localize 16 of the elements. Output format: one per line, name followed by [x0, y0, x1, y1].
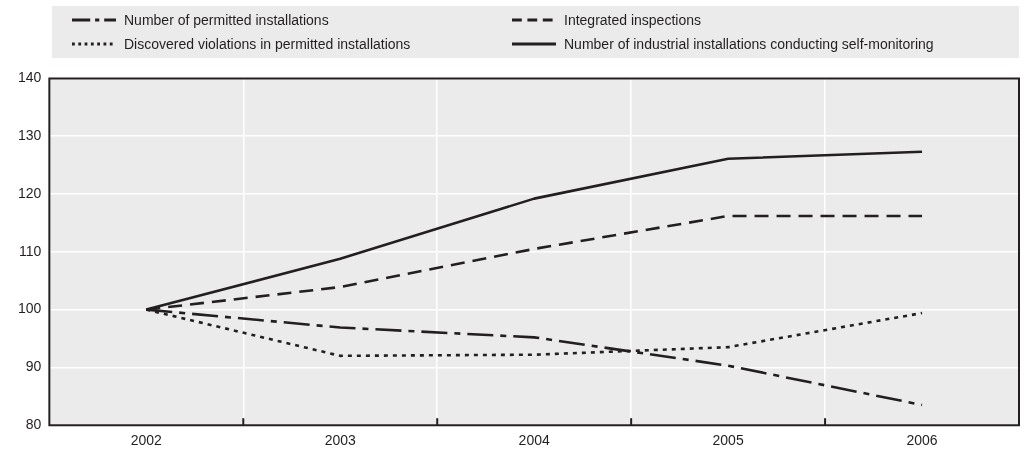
legend-label: Number of permitted installations [124, 12, 329, 28]
x-tick-label: 2006 [906, 432, 938, 449]
x-tick-label: 2004 [518, 432, 550, 449]
legend-label: Integrated inspections [564, 12, 701, 28]
y-tick-label: 110 [19, 242, 42, 259]
x-tick-label: 2005 [712, 432, 744, 449]
x-tick-label: 2003 [324, 432, 357, 449]
y-tick-label: 120 [18, 184, 42, 201]
legend-label: Discovered violations in permitted installations [124, 36, 411, 52]
y-tick-label: 130 [18, 127, 42, 144]
x-tick-label: 2002 [130, 432, 163, 449]
y-tick-label: 90 [25, 358, 42, 375]
y-tick-label: 80 [25, 416, 42, 433]
legend-label: Number of industrial installations conducting self-monitoring [564, 36, 934, 52]
y-tick-label: 140 [18, 69, 42, 86]
y-tick-label: 100 [18, 300, 42, 317]
